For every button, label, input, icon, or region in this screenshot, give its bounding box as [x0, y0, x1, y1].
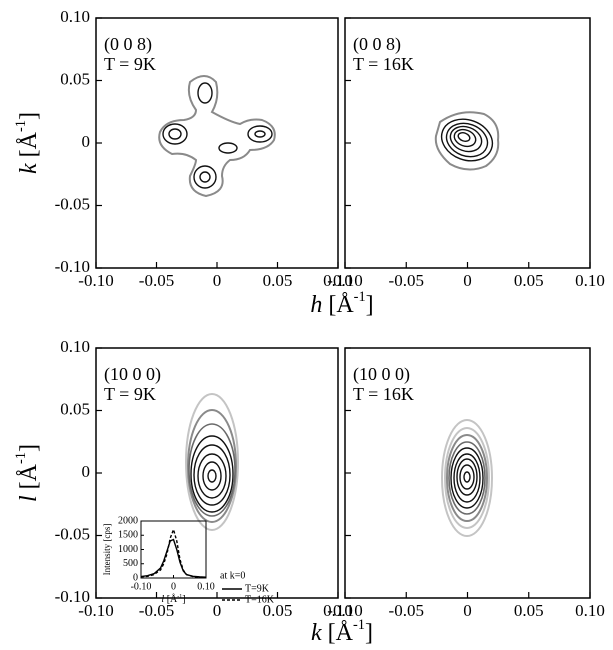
panel-label: (10 0 0)	[353, 364, 410, 385]
x-tick-label: 0.10	[575, 271, 605, 290]
x-tick-label: 0	[213, 271, 222, 290]
contours-bottom-left	[185, 393, 239, 531]
inset-y-tick-label: 500	[123, 558, 138, 569]
panel-label: T = 16K	[353, 384, 414, 404]
inset-x-tick-label: 0.10	[197, 581, 215, 592]
x-tick-label: 0.05	[514, 271, 544, 290]
panel-label: (0 0 8)	[353, 34, 401, 55]
axis-title-part: l	[16, 495, 42, 502]
inset-y-tick-label: 1500	[118, 530, 138, 541]
axis-title-part: ]	[16, 112, 42, 120]
axis-title-part: -1	[353, 617, 365, 633]
panel-label: T = 9K	[104, 384, 156, 404]
x-tick-label: 0	[463, 271, 472, 290]
x-tick-label: 0.05	[514, 601, 544, 620]
x-tick-label: -0.10	[327, 601, 362, 620]
axis-title-part: h	[310, 292, 322, 318]
x-tick-label: 0	[463, 601, 472, 620]
x-tick-label: 0.10	[323, 601, 353, 620]
contours-top-left	[158, 75, 276, 198]
y-tick-label: 0.10	[60, 7, 90, 26]
panel-label: (0 0 8)	[104, 34, 152, 55]
axis-title-part: ]	[365, 620, 373, 646]
x-tick-label: 0.05	[263, 271, 293, 290]
legend-entry: T=16K	[245, 594, 275, 605]
y-tick-label: 0	[82, 132, 91, 151]
y-tick-label: 0.05	[60, 69, 90, 88]
panel-label: T = 16K	[353, 54, 414, 74]
axis-title: l [Å-1]	[13, 444, 41, 502]
axis-title: k [Å-1]	[13, 112, 41, 174]
contours-bottom-right	[441, 419, 493, 537]
legend-entry: T=9K	[245, 583, 270, 594]
y-tick-label: 0.05	[60, 399, 90, 418]
axis-title-part: [Å	[164, 593, 178, 605]
x-tick-label: -0.10	[327, 271, 362, 290]
x-tick-label: 0.05	[263, 601, 293, 620]
axis-title-part: -1	[177, 594, 182, 600]
x-tick-label: 0.10	[323, 271, 353, 290]
axis-title-part: -1	[354, 289, 366, 305]
inset-y-title: Intensity [cps]	[102, 524, 112, 576]
axis-title-part: ]	[16, 444, 42, 452]
axis-title: l [Å-1]	[161, 593, 185, 605]
inset-y-tick-label: 0	[133, 572, 138, 583]
axis-title-part: ]	[366, 292, 374, 318]
axis-title-part: l	[161, 594, 164, 605]
y-tick-label: 0	[82, 462, 91, 481]
inset-y-tick-label: 1000	[118, 544, 138, 555]
axis-title-part: [Å	[16, 131, 42, 163]
x-tick-label: -0.05	[389, 271, 424, 290]
axis-title-part: [Å	[322, 620, 354, 646]
axis-title-part: [Å	[16, 463, 42, 495]
panel-label: T = 9K	[104, 54, 156, 74]
x-tick-label: -0.05	[139, 601, 174, 620]
x-tick-label: -0.05	[139, 271, 174, 290]
axis-title-part: -1	[13, 452, 29, 464]
y-tick-label: 0.10	[60, 337, 90, 356]
x-tick-label: -0.10	[78, 271, 113, 290]
x-tick-label: 0.10	[575, 601, 605, 620]
x-tick-label: -0.05	[389, 601, 424, 620]
axis-title-part: -1	[13, 120, 29, 132]
y-tick-label: -0.05	[55, 524, 90, 543]
contours-top-right	[434, 111, 500, 171]
inset-line	[140, 527, 207, 579]
axis-title-part: k	[311, 620, 322, 646]
panel-label: (10 0 0)	[104, 364, 161, 385]
y-tick-label: -0.10	[55, 257, 90, 276]
axis-title: k [Å-1]	[311, 617, 373, 645]
inset-y-tick-label: 2000	[118, 515, 138, 526]
y-tick-label: -0.10	[55, 587, 90, 606]
axis-title-part: ]	[182, 594, 185, 605]
x-tick-label: 0	[213, 601, 222, 620]
y-tick-label: -0.05	[55, 194, 90, 213]
axis-title-part: k	[16, 163, 42, 174]
axis-title-part: [Å	[322, 292, 354, 318]
axis-title: h [Å-1]	[310, 289, 373, 317]
inset-x-tick-label: -0.10	[131, 581, 152, 592]
legend-title: at k=0	[220, 570, 245, 581]
x-tick-label: -0.10	[78, 601, 113, 620]
inset-x-tick-label: 0	[171, 581, 176, 592]
